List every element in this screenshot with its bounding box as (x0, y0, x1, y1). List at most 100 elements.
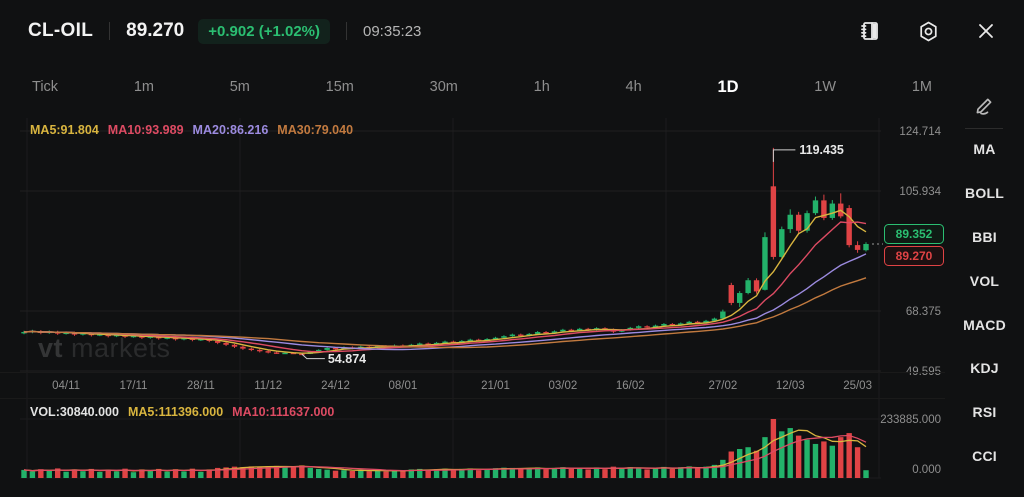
svg-text:233885.000: 233885.000 (880, 414, 941, 426)
volume-bar (54, 468, 61, 478)
candle-body (518, 334, 524, 336)
candle-body (181, 338, 187, 340)
volume-bar (501, 467, 507, 478)
volume-bar (139, 469, 145, 478)
draw-pencil-icon[interactable] (969, 90, 999, 120)
volume-bar (71, 469, 78, 478)
volume-bar (669, 468, 676, 478)
volume-bar (198, 471, 204, 478)
indicator-ma[interactable]: MA (973, 141, 996, 157)
candle-body (728, 285, 734, 303)
candle-body (526, 333, 532, 336)
journal-icon[interactable] (858, 19, 882, 43)
candle-body (164, 337, 170, 339)
tab-1m[interactable]: 1m (133, 79, 154, 95)
volume-bar (644, 469, 650, 478)
volume-bar (223, 467, 229, 478)
volume-bar (770, 419, 777, 478)
volume-bar (568, 468, 574, 478)
volume-bar (720, 459, 726, 478)
tab-30m[interactable]: 30m (429, 79, 458, 95)
volume-bar (105, 469, 111, 478)
indicator-cci[interactable]: CCI (972, 448, 997, 464)
candle-body (534, 332, 541, 334)
volume-ma10-line (23, 434, 867, 472)
x-axis-label: 08/01 (389, 380, 418, 392)
tab-1w[interactable]: 1W (814, 79, 837, 95)
indicator-sidebar: MA BOLL BBI VOL MACD KDJ RSI CCI (945, 0, 1024, 497)
header-actions (858, 19, 998, 43)
candle-body (762, 237, 768, 290)
volume-bar (838, 437, 844, 478)
volume-bar (534, 467, 541, 478)
candle-body (669, 324, 676, 326)
volume-bar (560, 467, 566, 478)
tab-tick[interactable]: Tick (32, 79, 59, 95)
ma30-line (23, 277, 867, 349)
volume-bar (787, 428, 793, 478)
ma5-line (23, 209, 867, 354)
candle-body (804, 213, 810, 231)
volume-bar (240, 467, 246, 478)
indicator-kdj[interactable]: KDJ (970, 360, 999, 376)
volume-bar (804, 439, 810, 478)
settings-icon[interactable] (916, 19, 940, 43)
candle-body (711, 318, 718, 321)
volume-bar (156, 468, 162, 478)
x-axis-label: 03/02 (548, 380, 577, 392)
volume-bar (619, 468, 625, 478)
volume-bar (46, 470, 52, 478)
volume-bar (122, 468, 128, 478)
volume-bar (206, 469, 212, 478)
indicator-rsi[interactable]: RSI (972, 404, 997, 420)
close-icon[interactable] (974, 19, 998, 43)
volume-bar (863, 470, 869, 478)
candle-body (273, 352, 280, 354)
tab-5m[interactable]: 5m (229, 79, 250, 95)
candle-body (265, 351, 271, 353)
candle-body (863, 243, 869, 251)
svg-text:68.375: 68.375 (906, 306, 941, 318)
tab-4h[interactable]: 4h (625, 79, 642, 95)
candle-body (113, 334, 120, 337)
volume-bar (332, 470, 339, 478)
indicator-boll[interactable]: BOLL (965, 185, 1004, 201)
divider (109, 22, 111, 40)
volume-bar (181, 471, 187, 478)
volume-bar (417, 468, 423, 478)
indicator-macd[interactable]: MACD (963, 317, 1006, 333)
candle-body (433, 342, 440, 345)
volume-bar (265, 466, 271, 478)
volume-bar (21, 469, 27, 478)
svg-text:105.934: 105.934 (899, 186, 941, 198)
volume-bar (829, 445, 836, 478)
sidebar-divider (965, 128, 1003, 129)
volume-bar (189, 468, 196, 478)
tab-1d[interactable]: 1D (717, 77, 739, 96)
volume-bar (467, 468, 473, 478)
tab-15m[interactable]: 15m (325, 79, 354, 95)
main-chart[interactable]: 124.714105.93468.37549.595233885.0000.00… (0, 0, 945, 497)
low-annotation: 54.874 (328, 352, 366, 366)
volume-bar (366, 471, 372, 478)
indicator-bbi[interactable]: BBI (972, 229, 997, 245)
tab-1m-month[interactable]: 1M (911, 79, 932, 95)
volume-bar (459, 468, 465, 478)
volume-bar (703, 466, 709, 478)
volume-bar (88, 468, 95, 478)
volume-bar (97, 471, 103, 478)
tab-1h[interactable]: 1h (533, 79, 550, 95)
volume-bar (635, 467, 642, 478)
indicator-vol[interactable]: VOL (969, 273, 1000, 289)
volume-bar (610, 466, 617, 478)
volume-bar (484, 469, 490, 478)
candle-body (703, 320, 709, 324)
candle-body (854, 245, 861, 250)
candle-body (635, 326, 642, 328)
volume-bar (282, 467, 288, 478)
volume-bar (450, 470, 457, 478)
volume-bar (307, 467, 313, 478)
volume-bar (374, 470, 381, 478)
volume-bar (518, 469, 524, 478)
